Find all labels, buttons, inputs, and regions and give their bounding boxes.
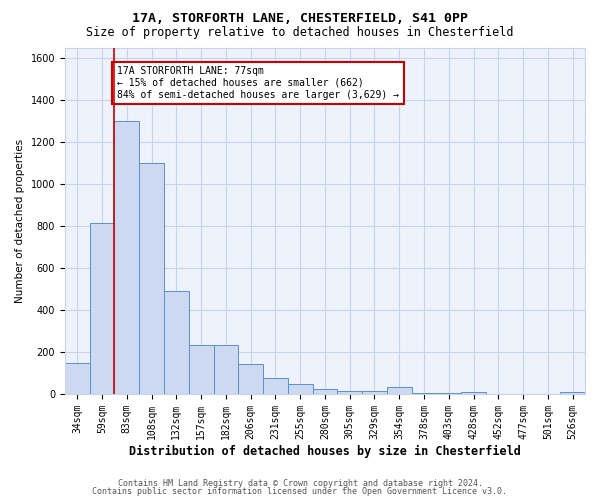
Bar [65, 364, 89, 394]
Bar [387, 386, 412, 394]
Bar [461, 392, 486, 394]
Bar [436, 393, 461, 394]
Text: Contains public sector information licensed under the Open Government Licence v3: Contains public sector information licen… [92, 487, 508, 496]
Bar [164, 291, 189, 394]
Text: 17A, STORFORTH LANE, CHESTERFIELD, S41 0PP: 17A, STORFORTH LANE, CHESTERFIELD, S41 0… [132, 12, 468, 26]
Bar [189, 344, 214, 394]
Bar [337, 390, 362, 394]
X-axis label: Distribution of detached houses by size in Chesterfield: Distribution of detached houses by size … [129, 444, 521, 458]
Bar [362, 390, 387, 394]
Bar [560, 392, 585, 394]
Bar [288, 384, 313, 394]
Y-axis label: Number of detached properties: Number of detached properties [15, 138, 25, 303]
Bar [313, 388, 337, 394]
Bar [263, 378, 288, 394]
Bar [412, 393, 436, 394]
Text: Size of property relative to detached houses in Chesterfield: Size of property relative to detached ho… [86, 26, 514, 39]
Bar [139, 163, 164, 394]
Text: Contains HM Land Registry data © Crown copyright and database right 2024.: Contains HM Land Registry data © Crown c… [118, 478, 482, 488]
Bar [214, 344, 238, 394]
Bar [115, 121, 139, 394]
Text: 17A STORFORTH LANE: 77sqm
← 15% of detached houses are smaller (662)
84% of semi: 17A STORFORTH LANE: 77sqm ← 15% of detac… [117, 66, 399, 100]
Bar [89, 223, 115, 394]
Bar [238, 364, 263, 394]
